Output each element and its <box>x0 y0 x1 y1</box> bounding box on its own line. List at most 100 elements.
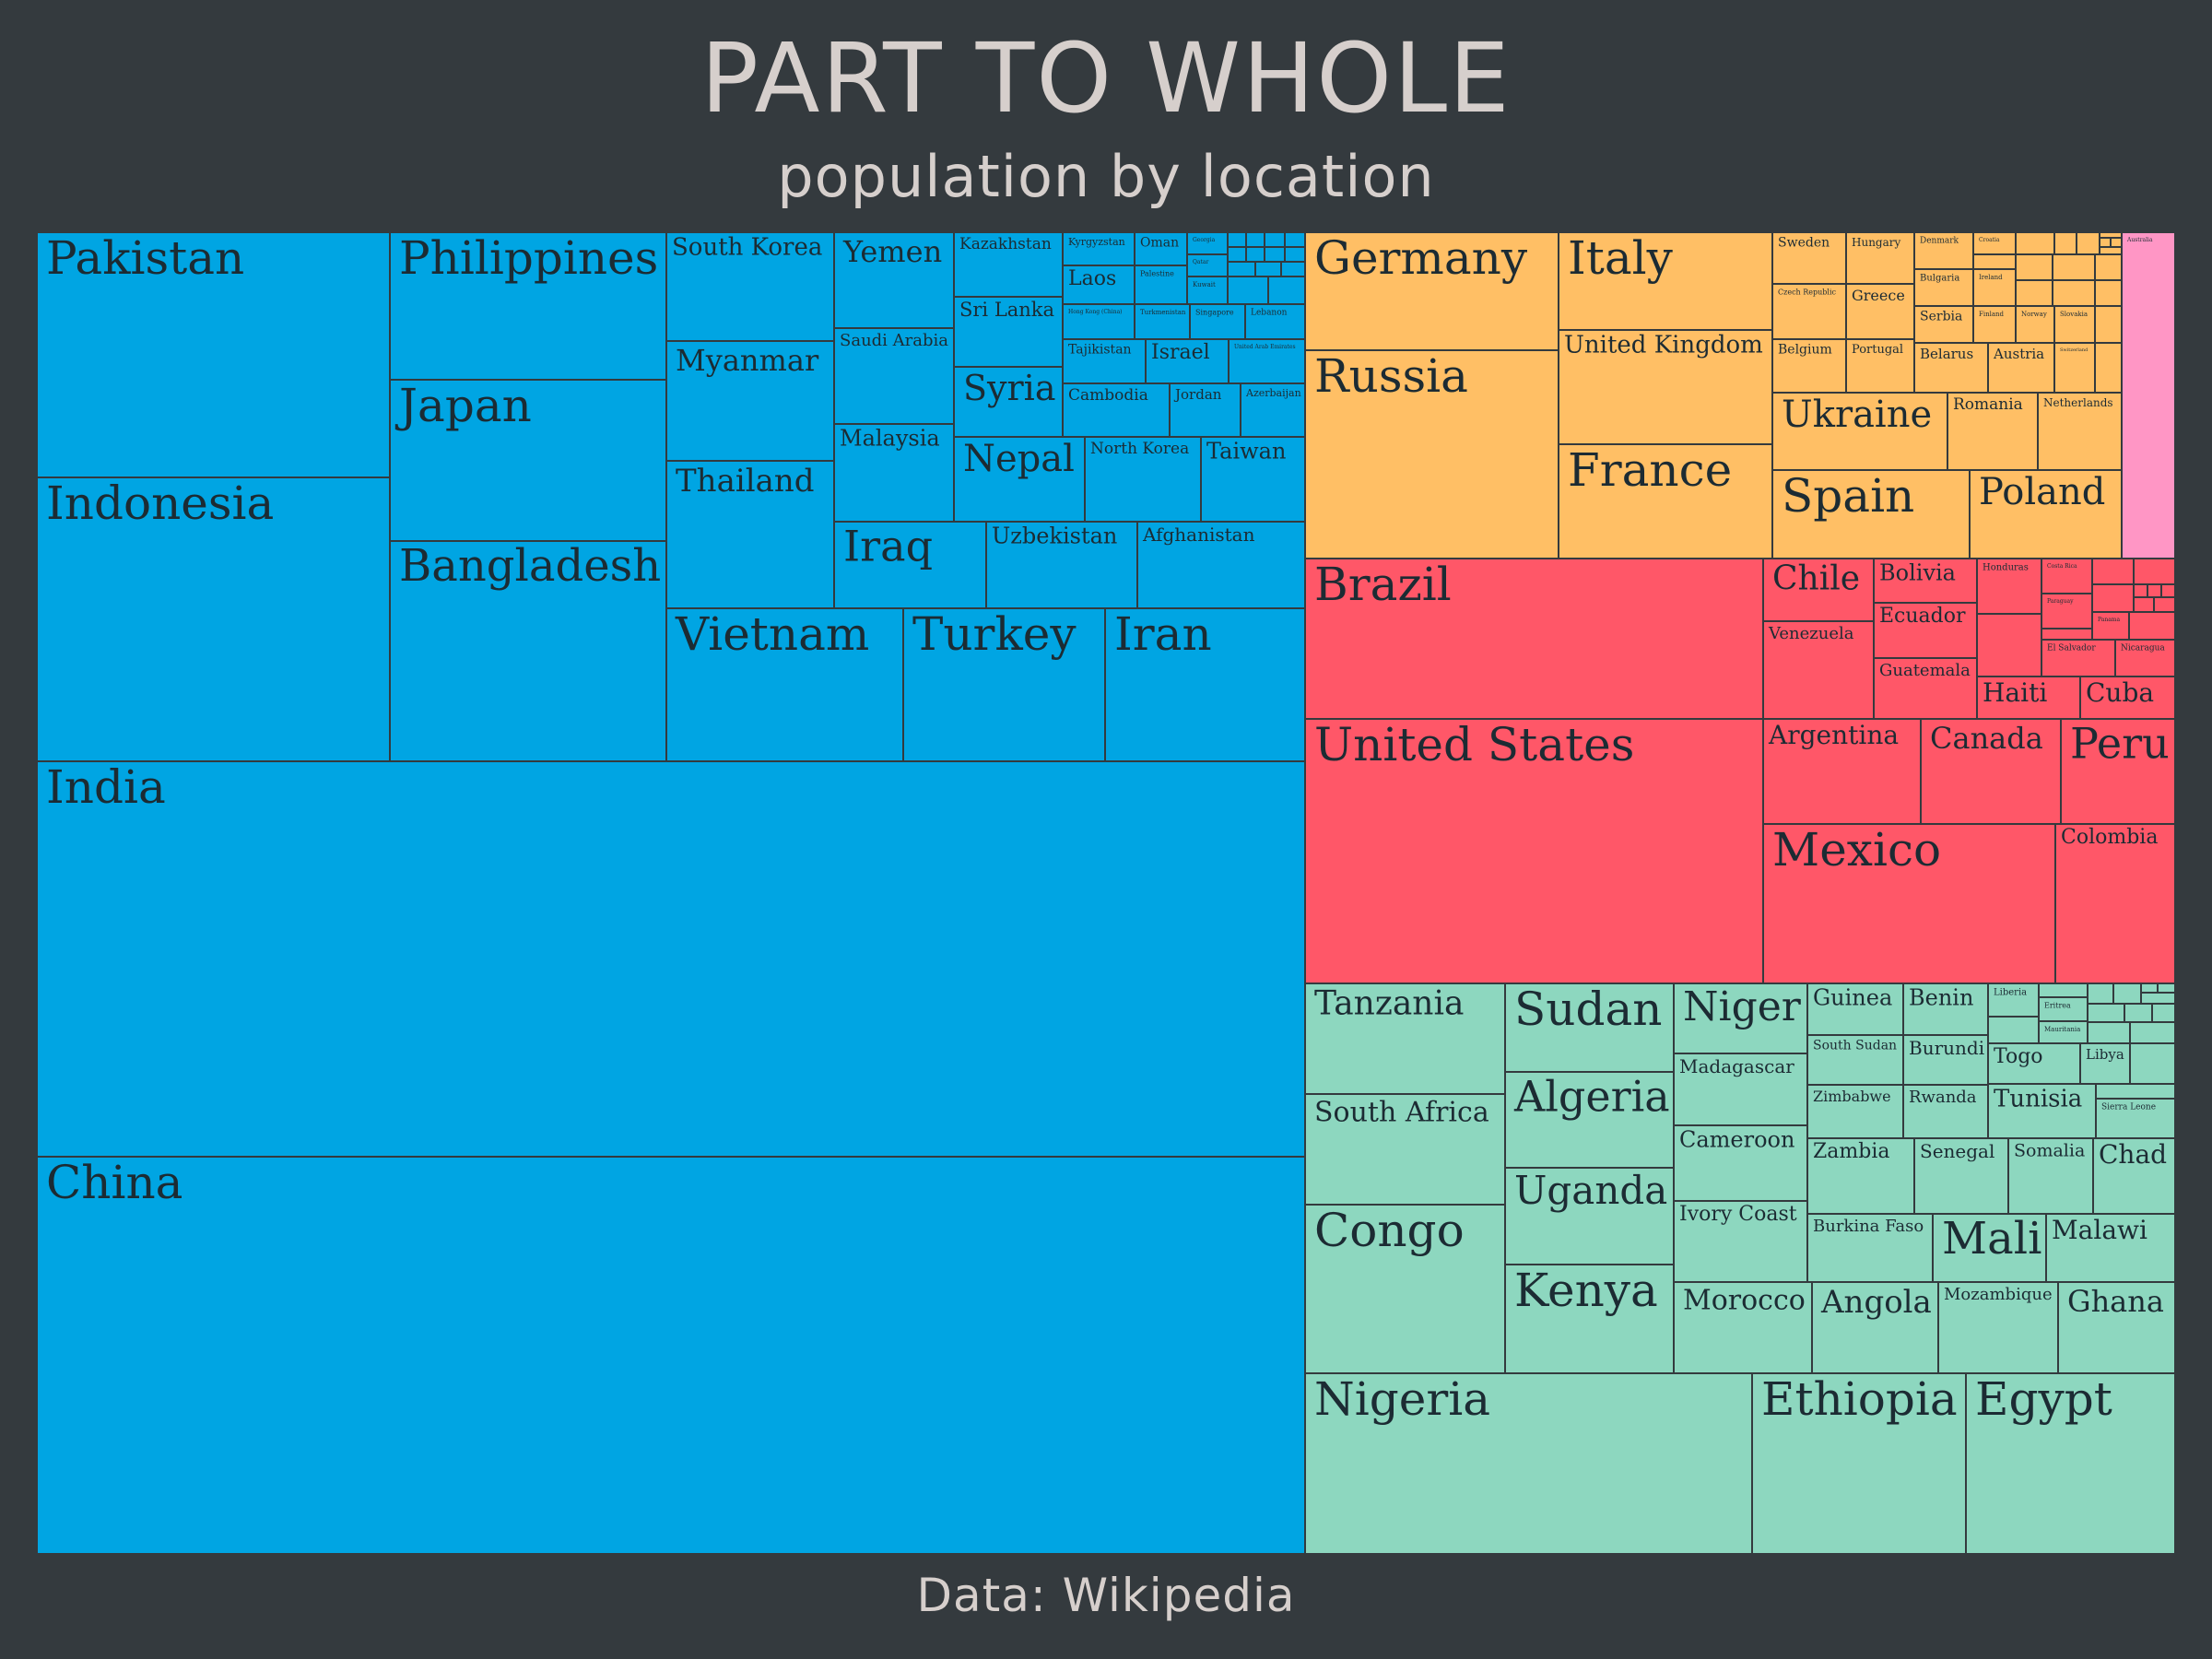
treemap-label-united-kingdom: United Kingdom <box>1564 331 1763 359</box>
treemap-label-ethiopia: Ethiopia <box>1761 1372 1958 1426</box>
treemap-label-guinea: Guinea <box>1813 985 1892 1011</box>
treemap-label-hungary: Hungary <box>1852 236 1900 249</box>
treemap-label-georgia: Georgia <box>1193 237 1216 243</box>
treemap-label-croatia: Croatia <box>1979 237 2000 243</box>
treemap-label-poland: Poland <box>1979 471 2105 513</box>
treemap-small-cell <box>2094 253 2123 281</box>
treemap-label-rwanda: Rwanda <box>1909 1088 1977 1107</box>
treemap-small-cell <box>1284 246 1306 263</box>
treemap-label-costa-rica: Costa Rica <box>2047 563 2077 570</box>
treemap-cell-japan <box>389 379 667 542</box>
treemap-label-austria: Austria <box>1993 346 2044 362</box>
treemap-cell-china <box>37 1156 1306 1554</box>
treemap-label-united-arab-emirates: United Arab Emirates <box>1234 344 1296 350</box>
treemap-cell-netherlands <box>2037 392 2123 471</box>
treemap-small-cell <box>2133 596 2155 613</box>
treemap-cell-finland <box>1972 305 2017 344</box>
treemap-label-brazil: Brazil <box>1314 558 1452 611</box>
treemap-cell-south-africa <box>1304 1093 1506 1206</box>
treemap-cell-syria <box>953 366 1064 438</box>
treemap-label-egypt: Egypt <box>1975 1372 2112 1426</box>
treemap-label-south-korea: South Korea <box>672 233 822 261</box>
treemap-label-united-states: United States <box>1314 718 1634 771</box>
treemap-cell-congo <box>1304 1204 1506 1374</box>
treemap-label-denmark: Denmark <box>1920 237 1959 246</box>
treemap-label-hong-kong-china: Hong Kong (China) <box>1068 309 1123 315</box>
treemap-label-malawi: Malawi <box>2052 1215 2147 1245</box>
treemap-label-germany: Germany <box>1314 232 1528 285</box>
treemap-label-madagascar: Madagascar <box>1679 1055 1794 1077</box>
treemap-label-azerbaijan: Azerbaijan <box>1245 387 1301 399</box>
treemap-cell-india <box>37 760 1306 1158</box>
treemap-label-turkey: Turkey <box>912 607 1077 661</box>
treemap-label-iraq: Iraq <box>843 521 933 571</box>
data-source-caption: Data: Wikipedia <box>916 1569 1296 1622</box>
treemap-label-ireland: Ireland <box>1979 274 2003 281</box>
treemap-label-czech-republic: Czech Republic <box>1778 288 1837 297</box>
treemap-label-liberia: Liberia <box>1994 987 2027 997</box>
treemap-label-kuwait: Kuwait <box>1193 281 1216 288</box>
treemap-label-syria: Syria <box>963 368 1055 408</box>
treemap-cell-australia <box>2121 232 2175 559</box>
treemap-cell-bulgaria <box>1913 268 1974 307</box>
treemap-label-chile: Chile <box>1772 560 1860 598</box>
treemap-label-cambodia: Cambodia <box>1068 386 1148 405</box>
treemap-label-india: India <box>46 760 166 814</box>
treemap-cell-south-korea <box>665 232 835 342</box>
treemap-label-bulgaria: Bulgaria <box>1920 273 1959 283</box>
treemap-label-serbia: Serbia <box>1920 310 1962 324</box>
treemap-small-cell <box>2157 982 2175 994</box>
treemap-small-cell <box>2153 596 2175 613</box>
treemap-label-myanmar: Myanmar <box>676 343 819 378</box>
treemap-label-burundi: Burundi <box>1909 1037 1984 1059</box>
treemap-label-thailand: Thailand <box>676 463 815 500</box>
treemap-label-france: France <box>1568 443 1732 497</box>
treemap-label-somalia: Somalia <box>2014 1141 2085 1161</box>
treemap-small-cell <box>2128 611 2175 641</box>
treemap-label-eritrea: Eritrea <box>2044 1002 2071 1010</box>
treemap-small-cell <box>2091 558 2135 585</box>
treemap-label-sweden: Sweden <box>1778 236 1830 251</box>
treemap-cell-iraq <box>833 521 987 609</box>
treemap-label-ghana: Ghana <box>2067 1284 2164 1319</box>
treemap-small-cell <box>2133 558 2175 585</box>
treemap-small-cell <box>2151 1003 2175 1023</box>
treemap-cell-romania <box>1947 392 2039 471</box>
treemap-cell-hong-kong-china <box>1062 303 1135 340</box>
treemap-label-algeria: Algeria <box>1513 1071 1670 1121</box>
treemap-label-nicaragua: Nicaragua <box>2121 644 2165 653</box>
treemap-small-cell <box>2099 237 2112 248</box>
treemap-cell-myanmar <box>665 340 835 462</box>
treemap-cell-panama <box>2091 611 2130 641</box>
treemap-small-cell <box>2015 232 2055 255</box>
treemap-label-indonesia: Indonesia <box>46 477 274 530</box>
treemap-label-chad: Chad <box>2099 1139 2167 1170</box>
treemap-label-norway: Norway <box>2021 311 2047 318</box>
treemap-cell-qatar <box>1186 253 1229 277</box>
treemap-cell-honduras <box>1976 558 2042 615</box>
treemap-cell-guinea <box>1806 982 1904 1036</box>
treemap-cell-israel <box>1145 338 1230 384</box>
treemap-label-switzerland: Switzerland <box>2060 347 2088 353</box>
treemap-label-libya: Libya <box>2086 1046 2124 1063</box>
treemap-label-nigeria: Nigeria <box>1314 1372 1490 1426</box>
treemap-label-senegal: Senegal <box>1920 1140 1994 1162</box>
treemap-label-ukraine: Ukraine <box>1782 394 1932 436</box>
treemap-label-uzbekistan: Uzbekistan <box>992 524 1117 549</box>
treemap-label-japan: Japan <box>394 379 532 432</box>
treemap-label-saudi-arabia: Saudi Arabia <box>840 331 948 350</box>
treemap-chart: India China Pakistan Indonesia Philippines Ja… <box>37 232 2175 1554</box>
treemap-cell-croatia <box>1972 232 2017 255</box>
treemap-cell-libya <box>2079 1042 2131 1085</box>
treemap-small-cell <box>1264 246 1286 263</box>
treemap-small-cell <box>2129 1042 2175 1085</box>
treemap-small-cell <box>1227 232 1247 248</box>
treemap-small-cell <box>1254 261 1282 277</box>
treemap-cell-pakistan <box>37 232 391 478</box>
treemap-cell-niger <box>1673 982 1808 1054</box>
treemap-label-mali: Mali <box>1942 1213 2041 1265</box>
treemap-label-canada: Canada <box>1930 721 2043 756</box>
treemap-small-cell <box>2015 253 2053 281</box>
treemap-label-italy: Italy <box>1568 232 1674 285</box>
treemap-label-finland: Finland <box>1979 311 2005 318</box>
